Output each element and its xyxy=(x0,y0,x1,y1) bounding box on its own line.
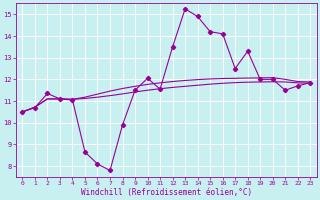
X-axis label: Windchill (Refroidissement éolien,°C): Windchill (Refroidissement éolien,°C) xyxy=(81,188,252,197)
